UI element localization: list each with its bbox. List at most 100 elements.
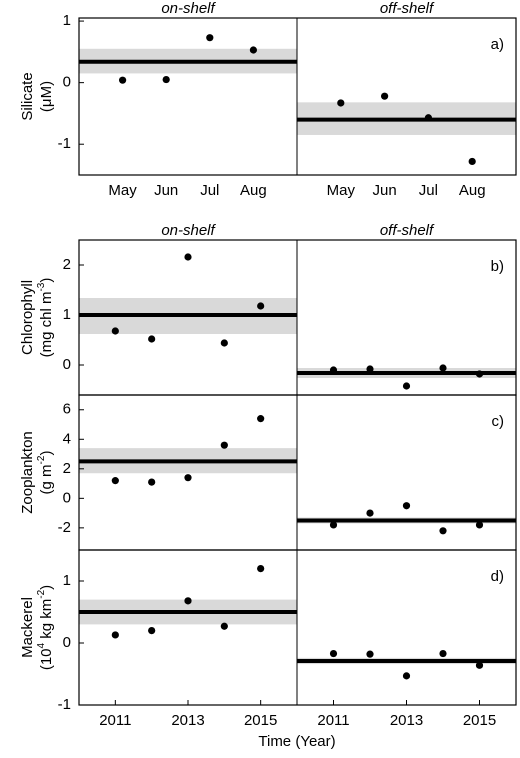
data-point bbox=[366, 650, 374, 658]
unit-part: -2 bbox=[36, 455, 47, 464]
x-tick-label: Jun bbox=[154, 182, 178, 199]
unit-part: (mg chl m bbox=[38, 292, 55, 358]
data-point bbox=[249, 46, 257, 54]
unit-part: kg km bbox=[38, 599, 55, 643]
panel-label: b) bbox=[491, 258, 504, 275]
data-point bbox=[366, 509, 374, 517]
unit-part: (μM) bbox=[38, 81, 55, 112]
x-tick-label: Jul bbox=[200, 182, 219, 199]
data-point bbox=[402, 382, 411, 390]
data-point bbox=[257, 565, 265, 573]
y-tick-label: 2 bbox=[63, 460, 71, 477]
y-axis-unit: (μM) bbox=[38, 81, 55, 112]
data-point bbox=[111, 327, 119, 335]
panel bbox=[79, 34, 516, 166]
data-point bbox=[220, 339, 228, 347]
x-axis-label: Time (Year) bbox=[258, 733, 335, 750]
x-tick-label: May bbox=[327, 182, 356, 199]
group-title: on-shelf bbox=[161, 222, 216, 239]
data-point bbox=[439, 527, 447, 535]
y-axis-label: Silicate bbox=[19, 72, 36, 120]
x-tick-label: 2011 bbox=[317, 712, 349, 729]
data-point bbox=[381, 92, 389, 100]
data-point bbox=[337, 99, 345, 107]
data-point bbox=[184, 597, 192, 605]
x-tick-label: 2015 bbox=[244, 712, 277, 729]
data-point bbox=[184, 474, 192, 482]
panel-label: a) bbox=[491, 36, 504, 53]
data-point bbox=[148, 478, 156, 486]
data-point bbox=[119, 76, 127, 84]
group-title: off-shelf bbox=[380, 222, 435, 239]
data-point bbox=[475, 661, 484, 669]
unit-part: -3 bbox=[36, 282, 47, 291]
panel-label: c) bbox=[492, 413, 505, 430]
data-point bbox=[402, 502, 411, 510]
y-tick-label: 1 bbox=[63, 12, 71, 29]
x-tick-label: Jun bbox=[373, 182, 397, 199]
data-point bbox=[468, 157, 476, 166]
data-point bbox=[257, 415, 265, 423]
y-tick-label: 0 bbox=[63, 74, 71, 91]
y-tick-label: 4 bbox=[63, 430, 71, 447]
x-tick-label: Aug bbox=[459, 182, 486, 199]
data-point bbox=[402, 672, 411, 680]
y-axis-label: Zooplankton bbox=[19, 431, 36, 514]
y-axis-unit: (mg chl m-3) bbox=[36, 278, 55, 358]
panel bbox=[79, 565, 516, 680]
x-tick-label: Jul bbox=[419, 182, 438, 199]
y-tick-label: -1 bbox=[58, 135, 71, 152]
unit-part: ) bbox=[38, 278, 55, 283]
y-tick-label: 1 bbox=[63, 306, 71, 323]
data-point bbox=[257, 302, 265, 310]
unit-part: (10 bbox=[38, 648, 55, 670]
data-point bbox=[148, 627, 156, 635]
x-tick-label: 2011 bbox=[99, 712, 131, 729]
y-tick-label: 0 bbox=[63, 356, 71, 373]
data-point bbox=[424, 114, 432, 122]
data-point bbox=[184, 253, 192, 261]
data-point bbox=[206, 34, 214, 42]
data-point bbox=[329, 366, 338, 374]
y-axis-unit: (g m-2) bbox=[36, 451, 55, 495]
group-title: off-shelf bbox=[380, 0, 435, 17]
x-tick-label: Aug bbox=[240, 182, 267, 199]
unit-part: ) bbox=[38, 585, 55, 590]
x-tick-label: 2015 bbox=[463, 712, 496, 729]
data-point bbox=[366, 365, 374, 373]
y-axis-label: Mackerel bbox=[19, 597, 36, 658]
x-tick-label: 2013 bbox=[390, 712, 423, 729]
x-tick-label: May bbox=[108, 182, 137, 199]
panel-label: d) bbox=[491, 568, 504, 585]
y-axis-unit: (104 kg km-2) bbox=[36, 585, 55, 670]
data-point bbox=[329, 521, 338, 529]
y-tick-label: -1 bbox=[58, 696, 71, 713]
y-axis-label: Chlorophyll bbox=[19, 280, 36, 355]
unit-part: (g m bbox=[38, 464, 55, 494]
y-tick-label: 6 bbox=[63, 401, 71, 418]
y-tick-label: 1 bbox=[63, 572, 71, 589]
y-tick-label: 0 bbox=[63, 634, 71, 651]
data-point bbox=[162, 75, 170, 84]
data-point bbox=[111, 631, 119, 639]
panel bbox=[79, 253, 516, 390]
y-tick-label: 0 bbox=[63, 489, 71, 506]
y-tick-label: 2 bbox=[63, 256, 71, 273]
x-tick-label: 2013 bbox=[171, 712, 204, 729]
panel bbox=[79, 415, 516, 535]
data-point bbox=[329, 649, 338, 658]
data-point bbox=[439, 649, 447, 658]
data-point bbox=[439, 364, 447, 372]
data-point bbox=[475, 370, 484, 378]
data-point bbox=[111, 477, 119, 485]
data-point bbox=[220, 441, 228, 449]
group-title: on-shelf bbox=[161, 0, 216, 17]
unit-part: 4 bbox=[36, 642, 47, 648]
data-point bbox=[220, 622, 228, 630]
unit-part: ) bbox=[38, 451, 55, 456]
data-point bbox=[148, 335, 156, 343]
unit-part: -2 bbox=[36, 589, 47, 598]
y-tick-label: -2 bbox=[58, 519, 71, 536]
data-point bbox=[475, 521, 484, 529]
